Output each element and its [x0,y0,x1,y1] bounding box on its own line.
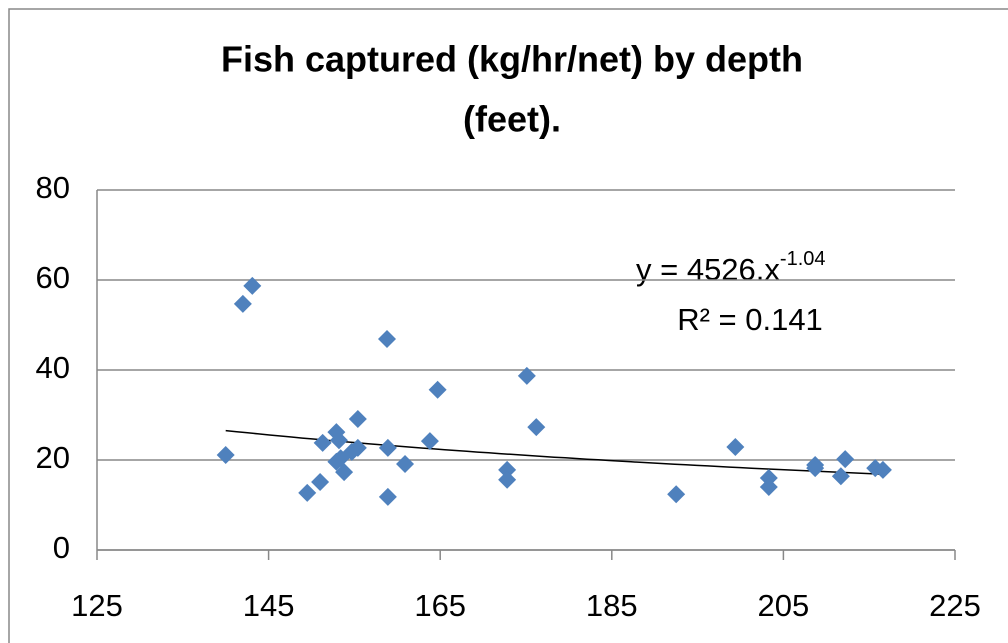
chart-title: Fish captured (kg/hr/net) by depth [221,39,803,80]
point [726,437,745,456]
chart-title: (feet). [463,99,561,140]
point [420,432,439,451]
trend-equation: y = 4526.x-1.04 [636,248,826,287]
point [517,366,536,385]
y-tick-label: 40 [36,350,70,385]
chart-border [8,8,1008,643]
point [831,467,850,486]
x-tick-label: 145 [243,588,295,623]
point [759,478,778,496]
point [233,294,252,313]
point [806,459,825,478]
point [378,487,397,506]
point [311,473,330,492]
point [667,485,686,504]
point [498,460,517,479]
x-tick-label: 185 [586,588,638,623]
point [378,329,397,348]
trend-exponent: -1.04 [780,248,826,270]
point [335,463,354,482]
point [298,483,317,502]
point [329,431,348,450]
point [498,470,517,489]
y-tick-label: 60 [36,260,70,295]
y-tick-label: 20 [36,440,70,475]
point [348,410,367,429]
trend-equation-base: y = 4526.x [636,252,780,287]
point [396,455,415,474]
point [873,460,892,479]
point [378,438,397,457]
point [836,450,855,469]
x-tick-label: 165 [414,588,466,623]
y-tick-label: 0 [53,530,70,565]
x-tick-label: 205 [758,588,810,623]
x-tick-label: 125 [71,588,123,623]
x-tick-label: 225 [929,588,981,623]
point [216,446,235,465]
point [428,380,447,399]
point [313,433,332,452]
trend-r2: R² = 0.141 [677,302,823,337]
y-tick-label: 80 [36,170,70,205]
point [243,276,262,295]
point [348,438,367,457]
point [527,418,546,437]
